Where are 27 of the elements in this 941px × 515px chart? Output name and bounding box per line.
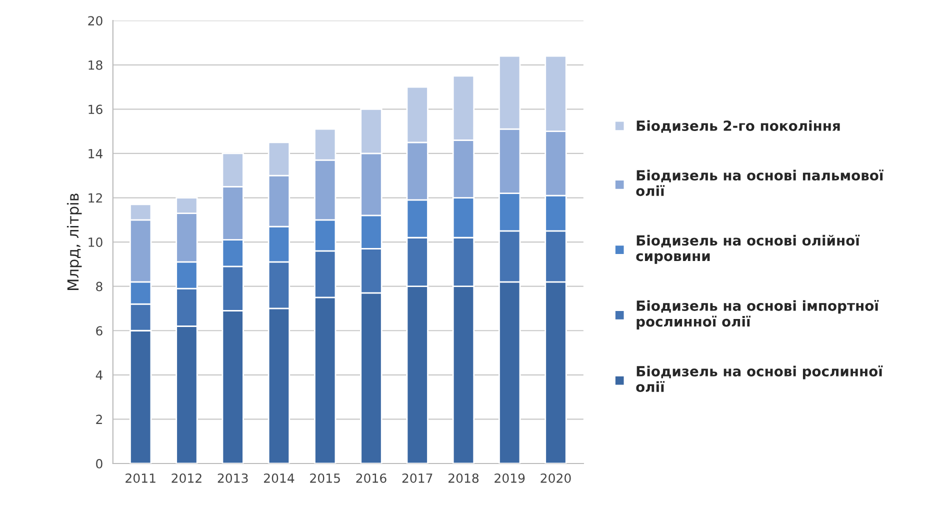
y-tick-label: 10 [88,238,102,247]
y-tick-label: 0 [96,458,102,468]
legend-label: Біодизель 2-го покоління [636,120,840,133]
y-axis-title: Млрд, літрів [66,194,82,290]
x-tick-label: 2012 [172,473,202,483]
x-tick-label: 2011 [126,473,156,483]
x-tick-label: 2015 [310,473,340,483]
x-tick-label: 2020 [540,473,571,483]
x-tick-label: 2018 [448,473,479,483]
x-tick-label: 2014 [264,473,294,483]
legend-label: Біодизель на основі імпортної рослинної олії [636,300,879,330]
y-tick-label: 2 [96,414,102,424]
y-tick-label: 8 [96,282,102,292]
legend-label: Біодизель на основі рослинної олії [636,366,883,392]
x-tick-label: 2019 [494,473,525,483]
legend-label: Біодизель на основі пальмової олії [636,170,884,196]
y-tick-label: 18 [88,60,102,70]
y-tick-label: 6 [96,326,102,336]
x-tick-label: 2016 [356,473,386,483]
y-tick-label: 16 [88,104,102,114]
x-tick-label: 2017 [402,473,432,483]
y-tick-label: 4 [96,370,102,380]
x-tick-label: 2013 [218,473,248,483]
y-tick-label: 12 [88,193,102,203]
legend-label: Біодизель на основі олійної сировини [636,234,860,264]
y-tick-label: 20 [88,16,102,26]
y-tick-label: 14 [88,149,102,158]
